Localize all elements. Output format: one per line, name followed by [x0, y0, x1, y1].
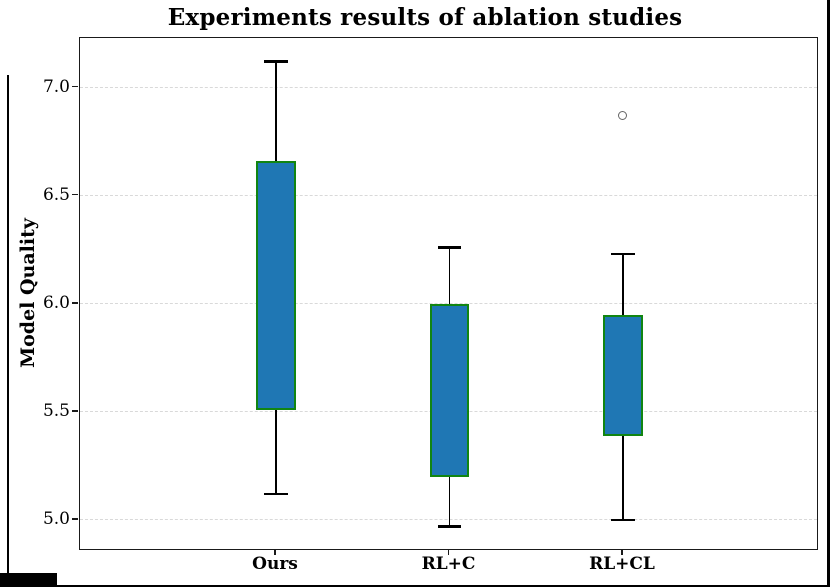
- y-tick-mark: [72, 301, 78, 304]
- x-tick-mark: [274, 550, 276, 555]
- whisker-lower: [622, 435, 624, 521]
- window-border-right: [827, 0, 830, 587]
- box-rl-cl: [603, 314, 643, 436]
- x-tick-label: RL+C: [421, 554, 476, 574]
- whisker-cap-bottom: [437, 525, 462, 528]
- y-tick-mark: [72, 193, 78, 196]
- whisker-cap-bottom: [264, 492, 288, 496]
- chart-title: Experiments results of ablation studies: [167, 4, 683, 31]
- y-tick-mark: [72, 518, 78, 520]
- gridline: [80, 86, 817, 88]
- whisker-lower: [275, 409, 277, 495]
- gridline: [80, 303, 817, 305]
- window-border-corner: [0, 573, 57, 587]
- box-ours: [256, 161, 296, 410]
- y-tick-mark: [72, 410, 78, 412]
- window-border-left: [7, 75, 9, 587]
- y-tick-label: 5.0: [42, 509, 70, 530]
- whisker-upper: [448, 247, 451, 304]
- outlier-point: [618, 111, 628, 121]
- y-tick-label: 6.5: [42, 184, 70, 205]
- plot-area: [79, 37, 818, 550]
- box-rl-c: [429, 303, 470, 477]
- whisker-upper: [275, 61, 277, 162]
- x-tick-label: RL+CL: [589, 554, 655, 574]
- whisker-cap-top: [611, 252, 635, 256]
- whisker-cap-bottom: [611, 518, 635, 522]
- window-border-bottom: [0, 585, 830, 587]
- x-tick-label: Ours: [252, 554, 298, 574]
- x-tick-mark: [447, 550, 450, 555]
- y-tick-label: 6.0: [42, 292, 70, 313]
- whisker-cap-top: [437, 246, 462, 249]
- gridline: [80, 194, 817, 196]
- y-tick-mark: [72, 85, 78, 88]
- whisker-cap-top: [264, 60, 288, 63]
- y-tick-label: 7.0: [42, 76, 70, 97]
- whisker-lower: [448, 476, 451, 527]
- whisker-upper: [622, 254, 624, 315]
- gridline: [80, 519, 817, 521]
- x-tick-mark: [621, 550, 623, 555]
- y-tick-label: 5.5: [42, 400, 70, 421]
